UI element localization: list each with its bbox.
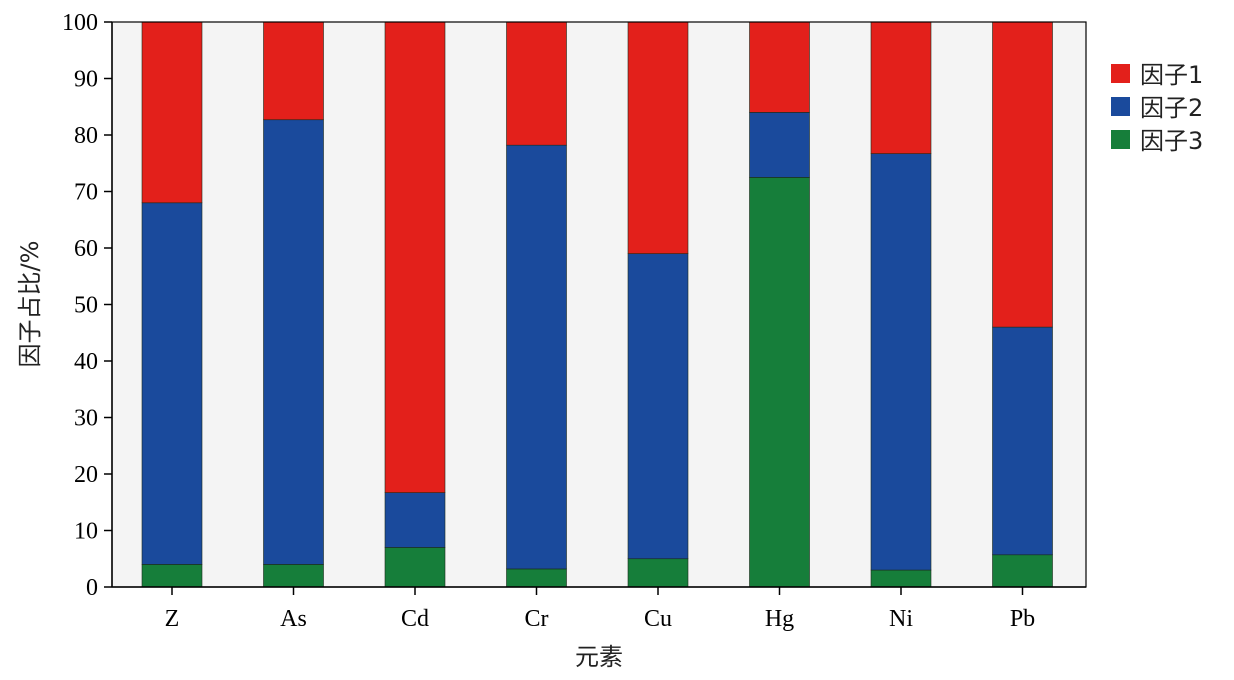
bar-segment-Pb-因子2	[992, 326, 1053, 556]
legend-swatch	[1111, 97, 1130, 116]
bar-segment-Cd-因子2	[384, 492, 446, 548]
x-tick-label: Hg	[765, 606, 794, 632]
plot-background	[112, 22, 1086, 587]
bar-segment-Cr-因子3	[506, 568, 567, 588]
bar-segment-Pb-因子3	[992, 554, 1053, 588]
y-tick-label: 30	[74, 406, 98, 432]
y-tick-label: 70	[74, 180, 98, 206]
bar-segment-Hg-因子3	[749, 177, 810, 588]
bar-segment-Hg-因子1	[749, 21, 810, 113]
y-tick-label: 0	[86, 575, 98, 601]
x-ticks: Z As Cd Cr Cu Hg Ni Pb	[165, 587, 1035, 632]
bar-segment-Ni-因子3	[870, 569, 932, 588]
x-tick-label: Cd	[401, 606, 429, 632]
bar-segment-Z-因子3	[141, 564, 203, 588]
legend-label: 因子3	[1140, 127, 1203, 155]
bar-segment-Hg-因子2	[749, 112, 810, 178]
bar-segment-Cr-因子2	[506, 144, 567, 570]
x-axis-title: 元素	[575, 643, 623, 671]
legend-swatch	[1111, 64, 1130, 83]
bar-segment-Z-因子1	[141, 21, 203, 204]
y-tick-label: 10	[74, 519, 98, 545]
bar-segment-Cu-因子1	[627, 21, 689, 254]
y-tick-label: 90	[74, 67, 98, 93]
y-ticks: 0 10 20 30 40 50 60 70 80 90 100	[62, 10, 112, 601]
x-tick-label: As	[280, 606, 307, 632]
y-tick-label: 100	[62, 10, 98, 36]
y-tick-label: 80	[74, 123, 98, 149]
y-tick-label: 20	[74, 462, 98, 488]
bar-segment-As-因子3	[263, 564, 324, 588]
legend-label: 因子1	[1140, 61, 1203, 89]
bar-segment-Cd-因子1	[384, 21, 446, 493]
bar-segment-Cr-因子1	[506, 21, 567, 146]
bar-segment-As-因子1	[263, 21, 324, 121]
bar-segment-Z-因子2	[141, 202, 203, 565]
bar-segment-Pb-因子1	[992, 21, 1053, 328]
y-axis-title: 因子占比/%	[16, 241, 44, 368]
legend: 因子1 因子2 因子3	[1111, 61, 1203, 155]
x-tick-label: Ni	[889, 606, 913, 632]
bar-segment-Cu-因子2	[627, 253, 689, 560]
x-tick-label: Cu	[644, 606, 672, 632]
x-tick-label: Pb	[1010, 606, 1035, 632]
legend-label: 因子2	[1140, 94, 1203, 122]
x-tick-label: Z	[165, 606, 180, 632]
bar-segment-Cd-因子3	[384, 547, 446, 588]
legend-swatch	[1111, 130, 1130, 149]
bar-segment-As-因子2	[263, 119, 324, 565]
bar-segment-Ni-因子2	[870, 153, 932, 571]
bars-group	[141, 21, 1053, 588]
y-tick-label: 60	[74, 236, 98, 262]
bar-segment-Cu-因子3	[627, 558, 689, 588]
x-tick-label: Cr	[525, 606, 549, 632]
bar-segment-Ni-因子1	[870, 21, 932, 154]
y-tick-label: 50	[74, 293, 98, 319]
y-tick-label: 40	[74, 349, 98, 375]
